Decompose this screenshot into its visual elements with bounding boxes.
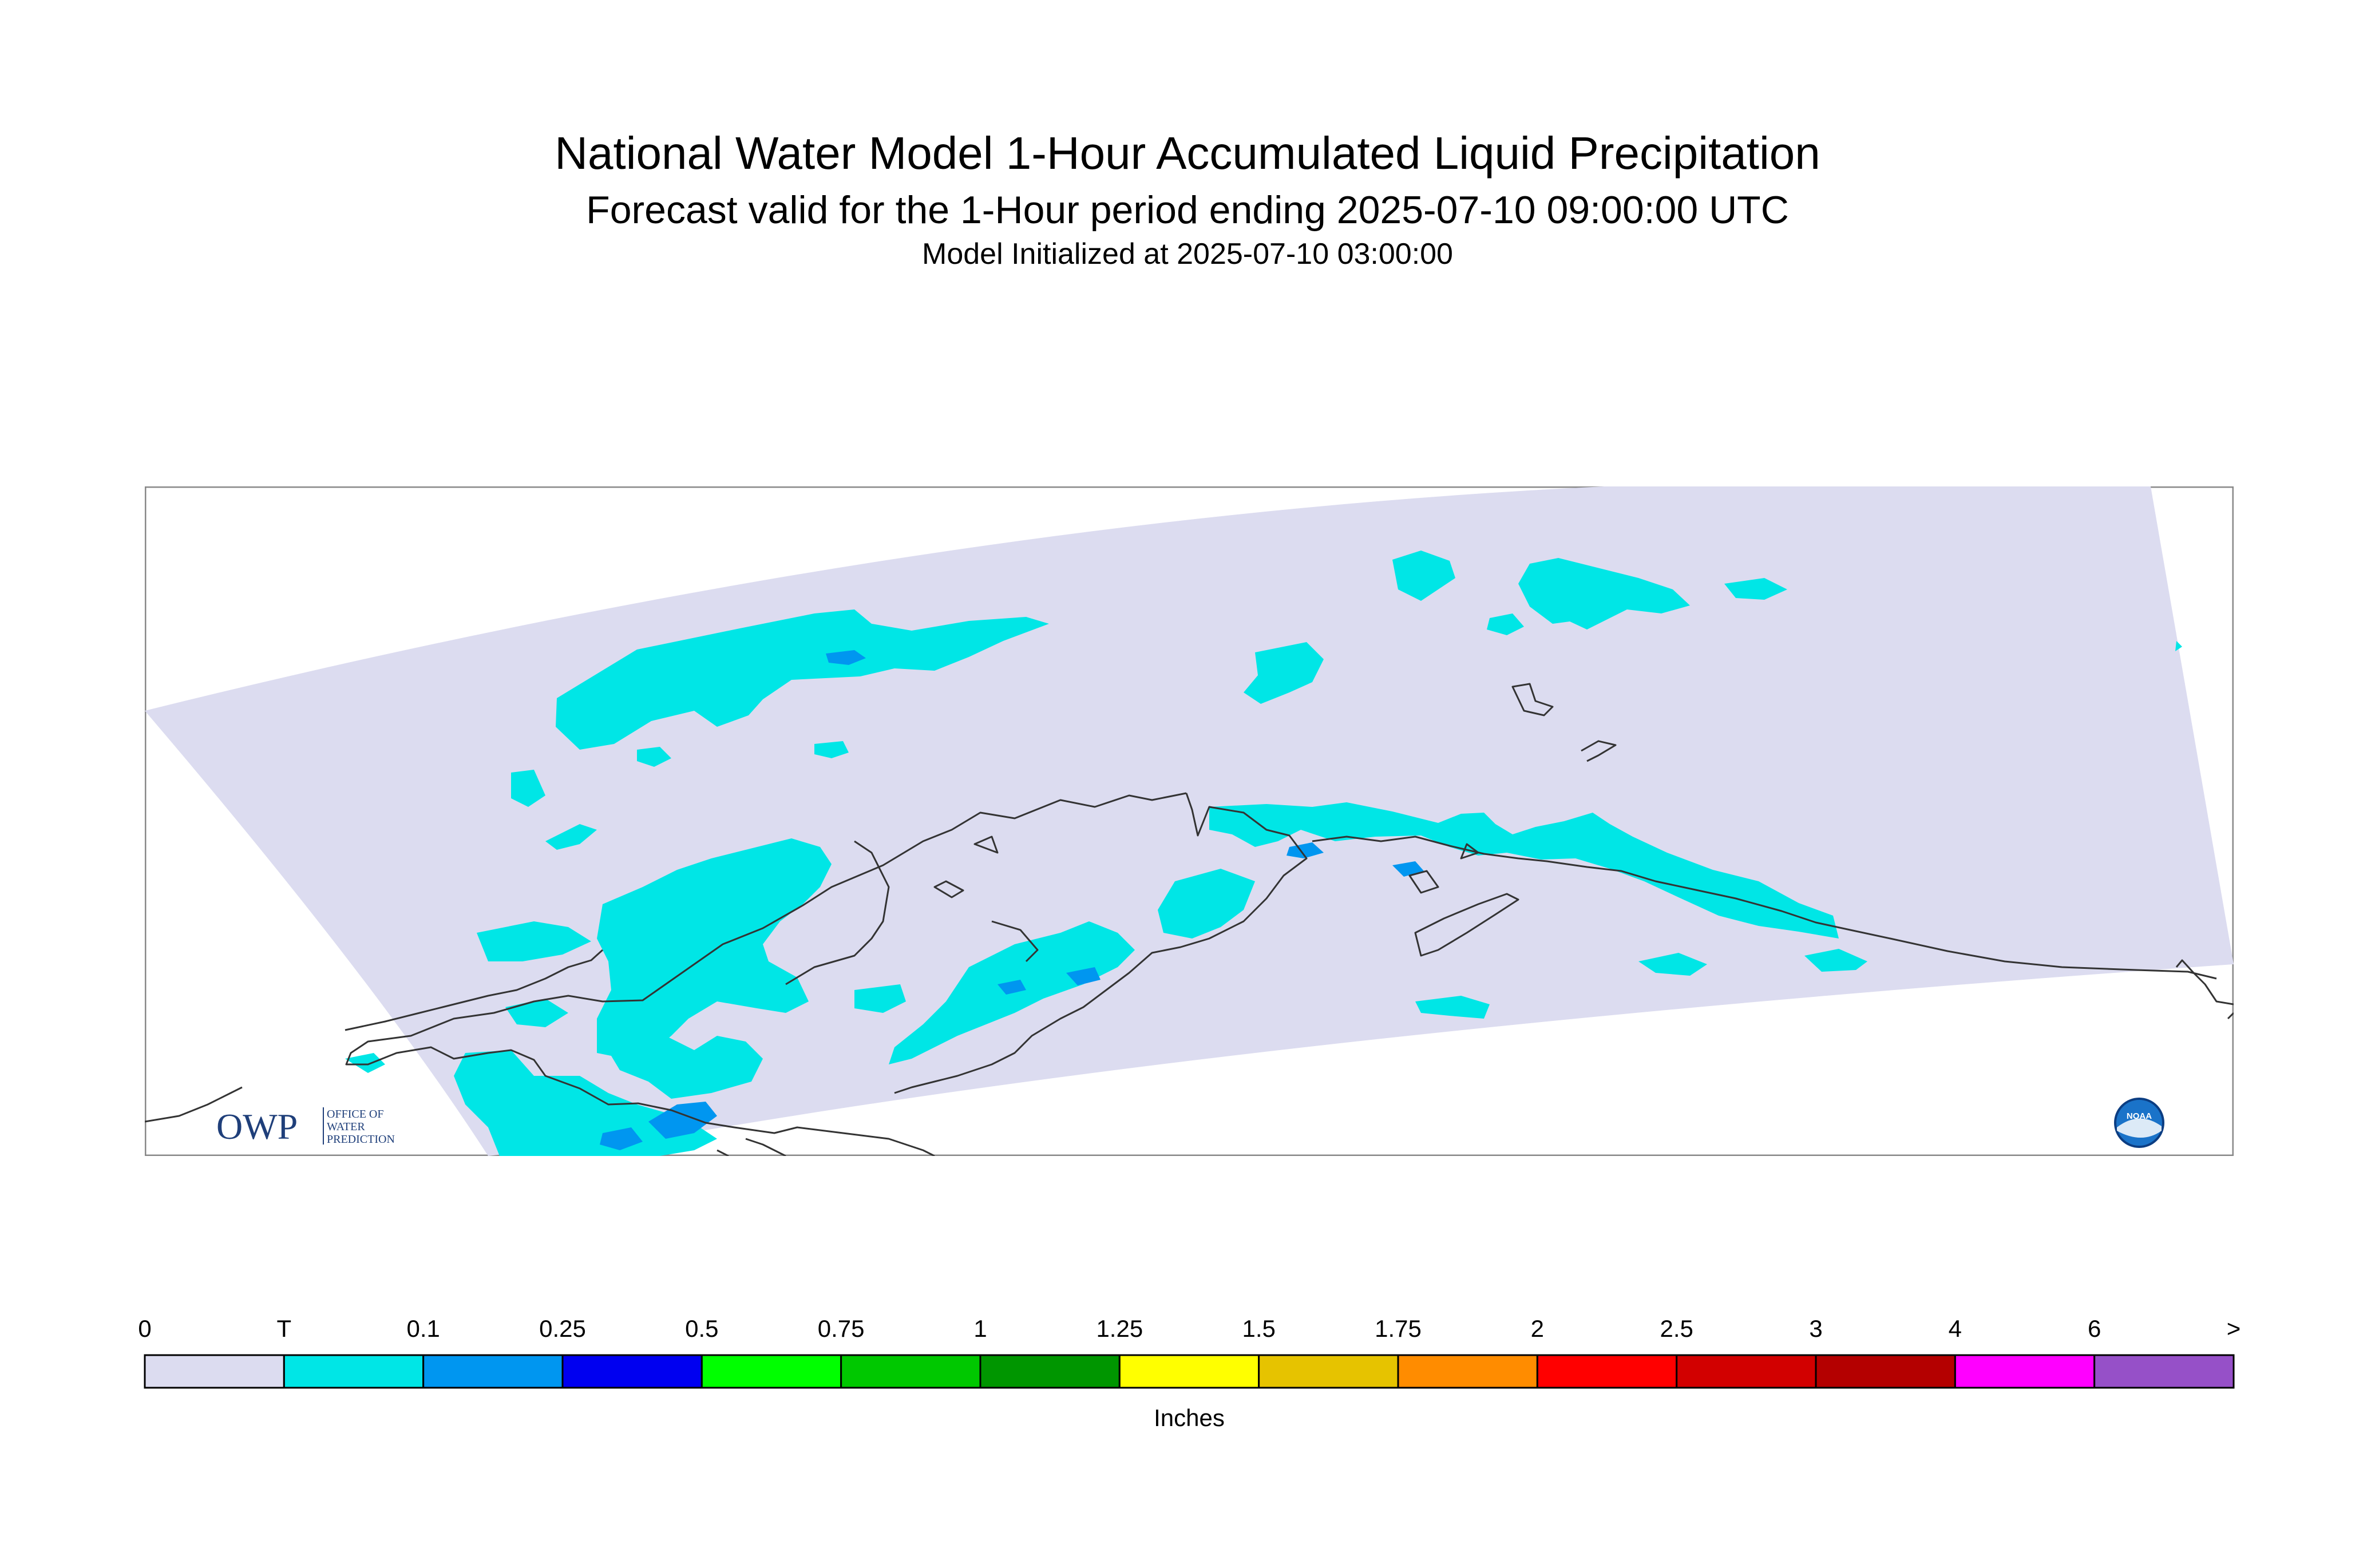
tenth-inch-precip-areas <box>600 650 1424 1150</box>
legend-tick-label: > <box>2227 1315 2241 1342</box>
trace-precip-areas <box>345 551 2182 1156</box>
noaa-text: NOAA <box>2127 1111 2152 1121</box>
legend-swatch-1 <box>283 1354 425 1389</box>
owp-text-line-1: OFFICE OF <box>327 1108 383 1120</box>
legend-tick-label: 0 <box>138 1315 151 1342</box>
legend-tick-label: 0.1 <box>406 1315 440 1342</box>
legend-swatch-6 <box>979 1354 1121 1389</box>
legend-swatch-12 <box>1815 1354 1956 1389</box>
legend-swatch-9 <box>1397 1354 1538 1389</box>
legend-tick-labels: 0 T 0.1 0.25 0.5 0.75 1 1.25 1.5 1.75 2 2.5 3 4 6 > <box>138 1315 2241 1342</box>
precipitation-map: OWP OFFICE OF WATER PREDICTION NOAA <box>145 486 2234 1156</box>
legend-swatch-10 <box>1536 1354 1678 1389</box>
legend-color-bar <box>144 1354 2235 1389</box>
legend-tick-label: 1.75 <box>1375 1315 1422 1342</box>
legend-swatch-3 <box>561 1354 703 1389</box>
chart-title: National Water Model 1-Hour Accumulated … <box>555 128 1820 179</box>
legend-tick-label: 6 <box>2088 1315 2101 1342</box>
legend-units-label: Inches <box>1154 1404 1225 1431</box>
legend-tick-label: 0.5 <box>685 1315 718 1342</box>
forecast-valid-subtitle: Forecast valid for the 1-Hour period end… <box>586 188 1789 232</box>
legend-swatch-14 <box>2093 1354 2235 1389</box>
legend-swatch-7 <box>1118 1354 1260 1389</box>
coastlines <box>145 683 2234 1156</box>
legend-swatch-11 <box>1676 1354 1817 1389</box>
owp-logo: OWP OFFICE OF WATER PREDICTION <box>216 1106 395 1147</box>
legend-tick-label: T <box>277 1315 292 1342</box>
legend-swatch-5 <box>840 1354 981 1389</box>
legend-tick-label: 0.25 <box>539 1315 586 1342</box>
legend-tick-label: 3 <box>1809 1315 1822 1342</box>
legend-tick-label: 0.75 <box>818 1315 865 1342</box>
noaa-logo: NOAA <box>2114 1098 2164 1148</box>
legend-tick-label: 4 <box>1949 1315 1962 1342</box>
legend-tick-label: 1 <box>973 1315 987 1342</box>
owp-mark: OWP <box>216 1106 298 1147</box>
legend-swatch-2 <box>422 1354 564 1389</box>
model-init-subtitle: Model Initialized at 2025-07-10 03:00:00 <box>922 237 1453 271</box>
legend-tick-label: 2 <box>1531 1315 1544 1342</box>
owp-text-line-3: PREDICTION <box>327 1133 395 1146</box>
legend-swatch-0 <box>144 1354 285 1389</box>
legend-tick-label: 1.25 <box>1096 1315 1143 1342</box>
legend-swatch-13 <box>1954 1354 2096 1389</box>
legend-tick-label: 1.5 <box>1242 1315 1275 1342</box>
legend-swatch-4 <box>700 1354 842 1389</box>
legend-tick-label: 2.5 <box>1660 1315 1693 1342</box>
legend-swatch-8 <box>1258 1354 1399 1389</box>
owp-text-line-2: WATER <box>327 1120 365 1133</box>
